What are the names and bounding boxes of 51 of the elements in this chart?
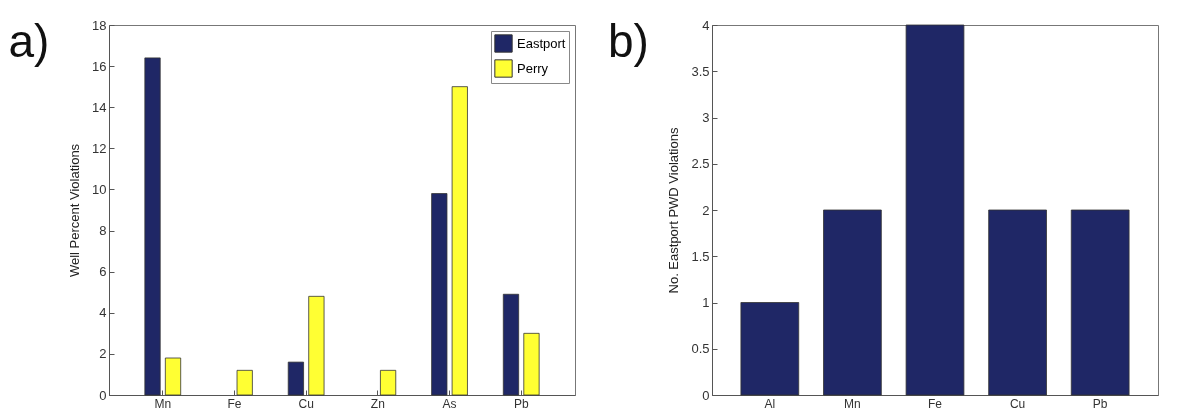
y-tick-label: 0 <box>702 387 710 403</box>
y-tick-label: 14 <box>92 99 107 115</box>
y-tick-label: 0 <box>99 387 107 403</box>
y-tick-label: 1 <box>702 295 710 310</box>
y-tick-label: 2 <box>702 202 710 218</box>
y-tick-label: 6 <box>99 264 107 280</box>
y-tick-label: 2.5 <box>691 156 710 172</box>
legend-label: Perry <box>517 60 549 76</box>
bar <box>236 369 253 396</box>
y-tick-label: 12 <box>92 140 107 156</box>
bar <box>905 24 965 396</box>
x-tick-label: Mn <box>154 396 172 410</box>
x-tick-label: Mn <box>844 396 861 410</box>
y-tick-label: 0.5 <box>691 341 710 357</box>
bar <box>988 209 1047 396</box>
legend-label: Eastport <box>517 35 566 51</box>
chart-title: b) <box>607 15 649 67</box>
bar <box>164 357 182 396</box>
y-tick-label: 10 <box>92 181 107 197</box>
x-tick-label: Pb <box>513 396 529 410</box>
x-tick-label: Zn <box>370 396 385 410</box>
y-tick-label: 3.5 <box>691 63 710 79</box>
bar <box>502 293 520 396</box>
bar <box>1070 209 1130 396</box>
x-tick-label: Fe <box>227 396 242 410</box>
y-tick-label: 16 <box>92 58 107 74</box>
x-tick-label: Cu <box>298 396 314 410</box>
x-tick-label: Cu <box>1009 396 1026 410</box>
y-tick-label: 3 <box>702 110 710 125</box>
bar <box>740 302 800 396</box>
bar <box>523 332 540 396</box>
bar <box>287 361 304 396</box>
bar <box>380 369 397 396</box>
x-tick-label: Fe <box>927 396 943 410</box>
chart-title: a) <box>8 15 50 67</box>
y-tick-label: 4 <box>702 17 710 33</box>
bar <box>144 57 161 396</box>
bar <box>823 209 882 396</box>
bar <box>451 86 468 396</box>
x-tick-label: As <box>442 396 457 410</box>
y-tick-label: 18 <box>92 17 107 33</box>
y-tick-label: 2 <box>99 346 107 362</box>
y-axis-title: Well Percent Violations <box>67 143 83 278</box>
y-axis-title: No. Eastport PWD Violations <box>666 127 682 294</box>
x-tick-label: Al <box>764 396 776 410</box>
x-tick-label: Pb <box>1092 396 1108 410</box>
y-tick-label: 4 <box>99 305 107 321</box>
y-tick-label: 8 <box>99 223 107 239</box>
bar <box>431 193 448 396</box>
y-tick-label: 1.5 <box>691 248 710 264</box>
bar <box>308 295 325 396</box>
